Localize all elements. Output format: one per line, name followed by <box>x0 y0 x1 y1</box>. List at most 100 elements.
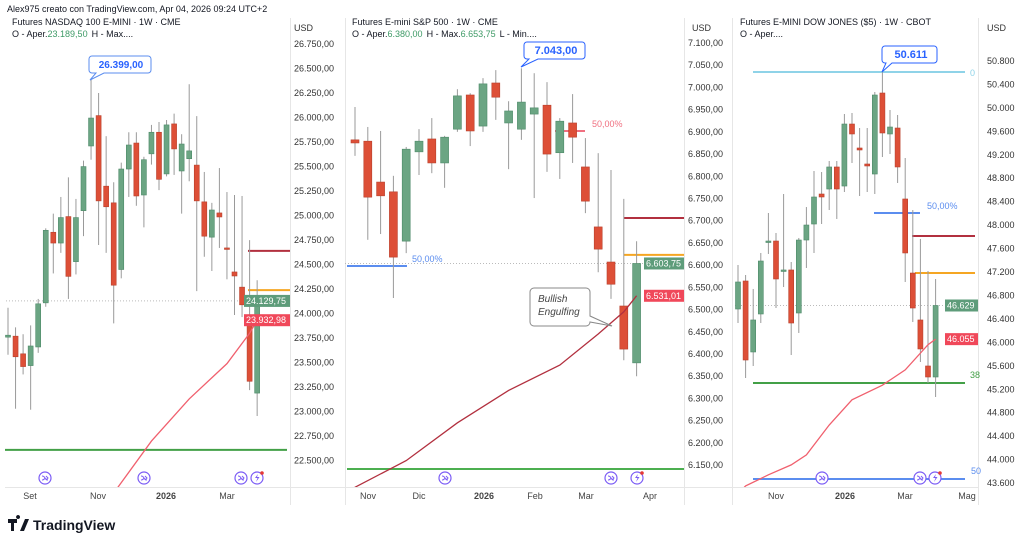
candle[interactable] <box>632 241 641 377</box>
candle[interactable] <box>178 134 185 214</box>
candle[interactable] <box>42 228 49 307</box>
candle[interactable] <box>73 198 79 275</box>
candle[interactable] <box>529 73 539 199</box>
bullish-engulfing-annotation[interactable]: Bullish Engulfing <box>529 287 613 327</box>
candle[interactable] <box>593 153 603 273</box>
candle[interactable] <box>925 270 931 383</box>
candle[interactable] <box>864 128 871 193</box>
lightning-event-icon[interactable] <box>630 471 644 485</box>
candle[interactable] <box>133 132 140 206</box>
candle[interactable] <box>50 213 57 274</box>
candle[interactable] <box>856 128 863 196</box>
candle[interactable] <box>141 156 147 228</box>
y-axis-sp500[interactable]: 7.100,00 7.050,00 7.000,00 6.950,00 6.900,00… <box>688 38 723 470</box>
tradingview-logo[interactable]: TradingView <box>8 515 115 533</box>
candle[interactable] <box>849 112 855 163</box>
candle[interactable] <box>103 136 109 253</box>
candle[interactable] <box>581 138 590 214</box>
candle[interactable] <box>427 118 437 174</box>
candle[interactable] <box>887 110 893 155</box>
candle[interactable] <box>795 237 802 333</box>
candle[interactable] <box>735 264 741 324</box>
candle[interactable] <box>163 120 170 177</box>
candle[interactable] <box>376 130 385 235</box>
candle[interactable] <box>894 114 901 183</box>
candle[interactable] <box>414 129 424 175</box>
y-axis-dow[interactable]: 50.800 50.400 50.000 49.600 49.200 48.800 48.4… <box>987 56 1015 488</box>
candle[interactable] <box>126 132 132 197</box>
candle[interactable] <box>389 175 398 299</box>
split-event-icon[interactable] <box>438 471 452 485</box>
candle[interactable] <box>803 207 810 268</box>
candle[interactable] <box>156 121 162 191</box>
pane-title-sp500[interactable]: Futures E-mini S&P 500 · 1W · CME O - Ap… <box>352 17 537 39</box>
split-event-icon[interactable] <box>913 471 927 485</box>
candle[interactable] <box>350 106 360 156</box>
candle[interactable] <box>742 275 749 379</box>
candle[interactable] <box>757 252 764 324</box>
lightning-event-icon[interactable] <box>250 471 264 485</box>
candle[interactable] <box>504 101 513 170</box>
candle[interactable] <box>788 261 795 356</box>
candle[interactable] <box>401 146 411 254</box>
candle[interactable] <box>65 177 72 299</box>
candle[interactable] <box>932 278 939 397</box>
candle[interactable] <box>542 82 552 172</box>
candle[interactable] <box>491 70 501 120</box>
candle[interactable] <box>58 196 64 253</box>
candle[interactable] <box>478 78 488 132</box>
candle[interactable] <box>148 124 155 165</box>
candle[interactable] <box>363 126 373 240</box>
candle[interactable] <box>224 192 230 280</box>
split-event-icon[interactable] <box>137 471 151 485</box>
candle[interactable] <box>826 161 833 211</box>
candle[interactable] <box>453 89 462 132</box>
plot-area-dow[interactable] <box>0 71 978 545</box>
candle[interactable] <box>118 162 125 279</box>
candle[interactable] <box>80 160 87 237</box>
candle[interactable] <box>902 158 909 282</box>
candle[interactable] <box>12 327 19 409</box>
candle[interactable] <box>5 307 11 355</box>
split-event-icon[interactable] <box>234 471 248 485</box>
split-event-icon[interactable] <box>815 471 829 485</box>
split-event-icon[interactable] <box>38 471 52 485</box>
plot-area-sp500[interactable] <box>0 68 684 545</box>
candle[interactable] <box>917 238 924 362</box>
candle[interactable] <box>568 94 577 163</box>
candle[interactable] <box>773 232 779 309</box>
candle[interactable] <box>606 170 616 299</box>
plot-area-nasdaq[interactable] <box>0 78 290 545</box>
candle[interactable] <box>231 195 238 315</box>
pane-title-nasdaq[interactable]: Futures NASDAQ 100 E-MINI · 1W · CME O -… <box>12 17 181 39</box>
candle[interactable] <box>841 113 848 193</box>
candle[interactable] <box>871 92 878 195</box>
candle[interactable] <box>88 78 94 160</box>
candle[interactable] <box>201 171 208 257</box>
pane-title-dow[interactable]: Futures E-MINI DOW JONES ($5) · 1W · CBO… <box>740 17 932 39</box>
candle[interactable] <box>780 194 787 288</box>
candle[interactable] <box>517 68 526 140</box>
candle[interactable] <box>110 182 117 324</box>
candle[interactable] <box>879 72 886 158</box>
candle[interactable] <box>765 212 772 254</box>
lightning-event-icon[interactable] <box>928 471 942 485</box>
candle[interactable] <box>440 135 449 188</box>
y-axis-nasdaq[interactable]: 26.750,00 26.500,00 26.250,00 26.000,00 25.7… <box>294 39 334 466</box>
candle[interactable] <box>750 288 757 366</box>
candle[interactable] <box>619 198 629 361</box>
candle[interactable] <box>216 168 223 248</box>
candle[interactable] <box>171 113 177 175</box>
candle[interactable] <box>20 334 26 375</box>
candle[interactable] <box>909 210 916 323</box>
candle[interactable] <box>465 93 475 147</box>
candle[interactable] <box>186 84 192 182</box>
candle[interactable] <box>811 171 817 253</box>
candle[interactable] <box>833 161 840 219</box>
candle[interactable] <box>555 118 565 179</box>
candle[interactable] <box>209 202 215 271</box>
split-event-icon[interactable] <box>604 471 618 485</box>
candle[interactable] <box>95 93 102 245</box>
candle[interactable] <box>818 172 825 225</box>
candle[interactable] <box>35 298 42 353</box>
